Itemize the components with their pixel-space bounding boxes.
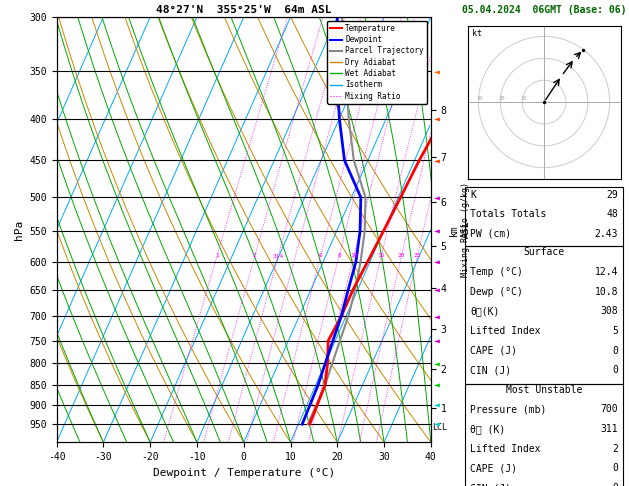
Text: 25: 25	[414, 253, 421, 259]
Text: 0: 0	[612, 483, 618, 486]
Text: 2.43: 2.43	[594, 229, 618, 239]
Text: ◄: ◄	[434, 257, 440, 267]
Text: ◄: ◄	[434, 359, 440, 368]
Text: ◄: ◄	[434, 311, 440, 321]
Text: Totals Totals: Totals Totals	[470, 209, 547, 219]
Text: CIN (J): CIN (J)	[470, 483, 511, 486]
Legend: Temperature, Dewpoint, Parcel Trajectory, Dry Adiabat, Wet Adiabat, Isotherm, Mi: Temperature, Dewpoint, Parcel Trajectory…	[327, 21, 427, 104]
Text: 20: 20	[498, 96, 504, 101]
Text: CIN (J): CIN (J)	[470, 365, 511, 375]
Text: Mixing Ratio (g/kg): Mixing Ratio (g/kg)	[461, 182, 470, 277]
Text: Dewp (°C): Dewp (°C)	[470, 287, 523, 296]
Text: Surface: Surface	[523, 247, 565, 257]
Text: θᴇ(K): θᴇ(K)	[470, 306, 499, 316]
Text: 6: 6	[319, 253, 323, 259]
Text: 48: 48	[606, 209, 618, 219]
Y-axis label: km
ASL: km ASL	[449, 221, 471, 239]
Text: 12.4: 12.4	[594, 267, 618, 277]
Text: 30: 30	[476, 96, 483, 101]
Bar	[465, 187, 623, 246]
Text: Lifted Index: Lifted Index	[470, 326, 541, 336]
Text: 29: 29	[606, 190, 618, 200]
Text: ◄: ◄	[434, 336, 440, 346]
Text: 1: 1	[215, 253, 219, 259]
Text: CAPE (J): CAPE (J)	[470, 464, 517, 473]
Text: 10.8: 10.8	[594, 287, 618, 296]
X-axis label: Dewpoint / Temperature (°C): Dewpoint / Temperature (°C)	[153, 468, 335, 478]
Y-axis label: hPa: hPa	[14, 220, 24, 240]
Text: 2: 2	[612, 444, 618, 454]
Text: LCL: LCL	[432, 423, 447, 433]
Text: 311: 311	[600, 424, 618, 434]
Text: 10: 10	[350, 253, 357, 259]
Text: 10: 10	[520, 96, 526, 101]
Text: ◄: ◄	[434, 419, 440, 429]
Text: 0: 0	[612, 464, 618, 473]
Text: 0: 0	[612, 346, 618, 356]
Text: θᴇ (K): θᴇ (K)	[470, 424, 506, 434]
Text: ◄: ◄	[434, 285, 440, 295]
Text: ◄: ◄	[434, 192, 440, 203]
Text: CAPE (J): CAPE (J)	[470, 346, 517, 356]
Text: kt: kt	[472, 30, 482, 38]
Text: 308: 308	[600, 306, 618, 316]
Text: ◄: ◄	[434, 155, 440, 165]
Text: ◄: ◄	[434, 400, 440, 410]
Text: K: K	[470, 190, 476, 200]
Text: 05.04.2024  06GMT (Base: 06): 05.04.2024 06GMT (Base: 06)	[462, 4, 626, 15]
Text: 0: 0	[612, 365, 618, 375]
Text: Pressure (mb): Pressure (mb)	[470, 404, 547, 415]
Text: 8: 8	[337, 253, 341, 259]
Text: ◄: ◄	[434, 114, 440, 123]
Text: ◄: ◄	[434, 67, 440, 76]
Text: 2: 2	[253, 253, 257, 259]
Text: 5: 5	[612, 326, 618, 336]
Title: 48°27'N  355°25'W  64m ASL: 48°27'N 355°25'W 64m ASL	[156, 5, 331, 15]
Text: ◄: ◄	[434, 226, 440, 236]
Text: 15: 15	[377, 253, 385, 259]
Text: ◄: ◄	[434, 380, 440, 390]
Text: Most Unstable: Most Unstable	[506, 385, 582, 395]
Text: 700: 700	[600, 404, 618, 415]
Bar	[465, 246, 623, 383]
Text: Temp (°C): Temp (°C)	[470, 267, 523, 277]
Text: Lifted Index: Lifted Index	[470, 444, 541, 454]
Bar	[465, 383, 623, 486]
Text: PW (cm): PW (cm)	[470, 229, 511, 239]
Text: 20: 20	[398, 253, 405, 259]
Text: 3|4: 3|4	[272, 253, 284, 259]
